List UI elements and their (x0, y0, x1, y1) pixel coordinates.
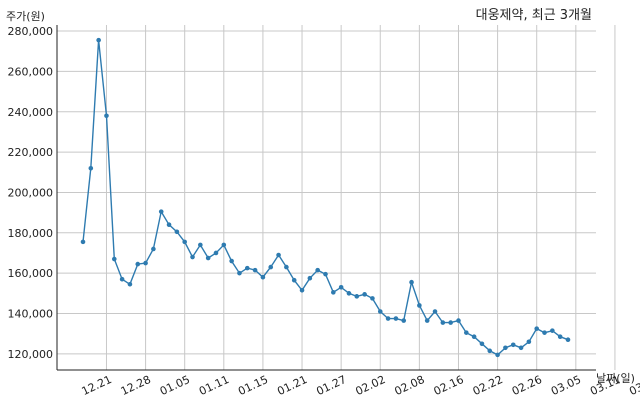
y-tick-label: 200,000 (8, 186, 54, 199)
data-point (401, 318, 407, 323)
x-tick-label: 03.11 (588, 373, 622, 398)
y-tick-label: 120,000 (8, 348, 54, 361)
data-point (174, 229, 180, 235)
data-point (377, 309, 383, 314)
data-point (166, 222, 172, 228)
data-point (479, 341, 485, 347)
data-point (354, 294, 360, 299)
data-point (229, 258, 234, 264)
data-point (510, 342, 516, 348)
y-tick-label: 160,000 (8, 267, 54, 280)
data-point (291, 277, 297, 283)
x-tick-label: 02.08 (393, 373, 427, 398)
series-line (82, 40, 569, 356)
data-point (111, 256, 117, 262)
data-point (338, 284, 344, 290)
x-tick-label: 01.15 (236, 373, 270, 398)
x-axis-label: 날짜(일) (596, 372, 635, 385)
data-point (315, 267, 320, 273)
data-point (80, 239, 86, 245)
y-tick-label: 280,000 (8, 25, 54, 38)
data-point (448, 320, 453, 325)
x-tick-label: 02.26 (510, 373, 544, 398)
data-point (464, 330, 469, 335)
data-point (565, 337, 571, 343)
data-point (417, 303, 422, 308)
data-point (432, 309, 438, 314)
data-point (323, 271, 328, 277)
data-point (88, 165, 94, 171)
x-tick-label: 02.22 (471, 373, 505, 398)
data-point (409, 279, 414, 285)
data-point (542, 330, 547, 335)
data-point (244, 265, 250, 271)
x-tick-label: 01.05 (158, 373, 192, 398)
data-point (440, 320, 446, 325)
x-tick-label: 12.28 (119, 373, 153, 398)
data-point (151, 246, 156, 252)
x-tick-label: 01.27 (314, 373, 348, 398)
data-point (534, 326, 540, 331)
x-tick-label: 02.16 (432, 373, 466, 398)
data-point (331, 290, 336, 295)
data-point (557, 334, 563, 340)
data-point (471, 334, 477, 340)
data-point (96, 37, 101, 43)
data-point (393, 316, 399, 321)
data-point (135, 261, 141, 267)
data-point (299, 288, 305, 293)
x-tick-label: 01.21 (275, 373, 309, 398)
data-point (346, 291, 352, 296)
data-point (550, 328, 555, 333)
data-point (424, 318, 430, 323)
y-tick-label: 240,000 (8, 106, 54, 119)
y-tick-label: 220,000 (8, 146, 54, 159)
data-point (252, 267, 258, 273)
data-point (487, 348, 493, 354)
data-point (198, 242, 203, 248)
data-point (495, 352, 500, 358)
data-point (362, 292, 367, 297)
data-point (276, 252, 281, 258)
data-point (307, 275, 313, 281)
data-point (385, 316, 391, 321)
data-point (370, 296, 375, 301)
x-tick-label: 01.11 (197, 373, 231, 398)
data-point (213, 250, 219, 256)
data-point (526, 339, 532, 345)
x-tick-label: 03.05 (549, 373, 583, 398)
y-axis-label: 주가(원) (6, 10, 45, 23)
data-point (182, 239, 187, 245)
data-point (456, 318, 461, 323)
x-tick-label: 02.02 (353, 373, 387, 398)
data-point (237, 270, 242, 276)
data-point (518, 345, 524, 351)
data-point (268, 264, 274, 270)
y-tick-label: 260,000 (8, 65, 54, 78)
x-tick-label: 12.21 (80, 373, 114, 398)
data-point (221, 242, 227, 248)
data-point (119, 276, 125, 282)
data-point (284, 264, 289, 270)
data-point (260, 274, 266, 280)
chart-title: 대웅제약, 최근 3개월 (475, 8, 592, 23)
y-tick-label: 180,000 (8, 227, 54, 240)
data-point (205, 255, 211, 261)
data-point (190, 254, 195, 260)
x-tick-label: 03.17 (627, 373, 640, 398)
data-point (104, 113, 109, 119)
data-point (127, 281, 133, 287)
data-point (158, 209, 164, 214)
data-point (143, 260, 148, 266)
data-point (503, 345, 508, 351)
y-tick-label: 140,000 (8, 308, 54, 321)
